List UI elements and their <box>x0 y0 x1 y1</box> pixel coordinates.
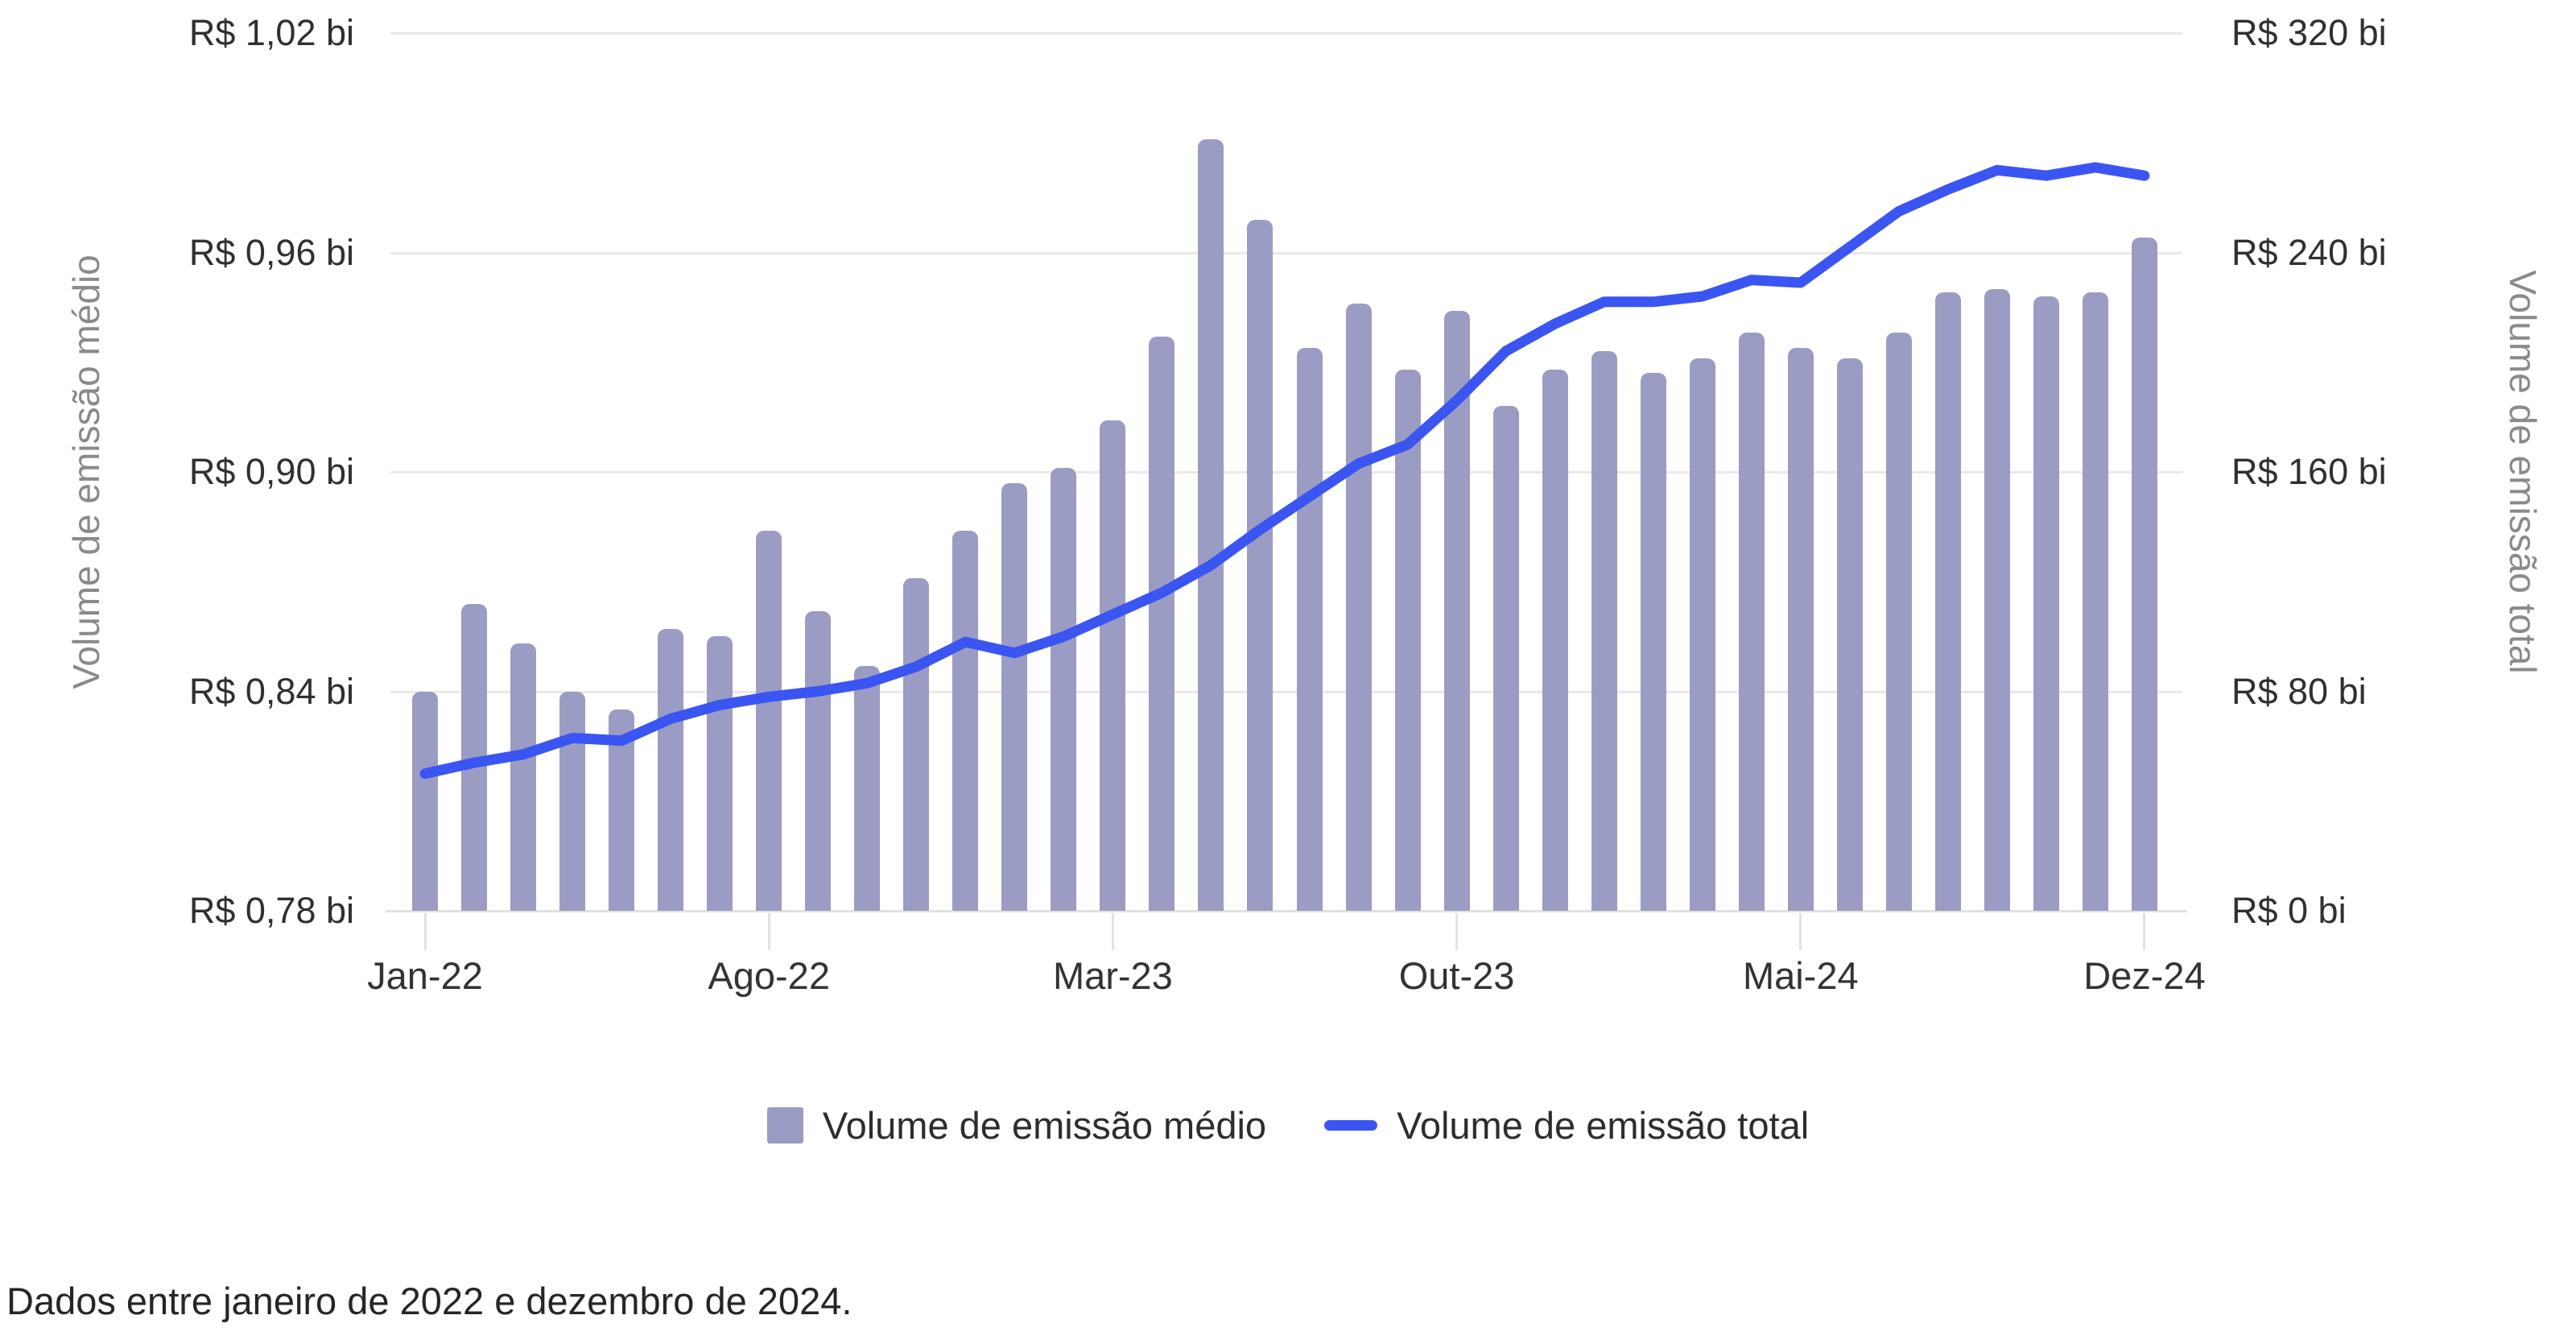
y-tick-label-left: R$ 1,02 bi <box>188 12 354 53</box>
legend: Volume de emissão médio Volume de emissã… <box>0 1103 2576 1148</box>
legend-label: Volume de emissão total <box>1397 1104 1810 1147</box>
gridline <box>390 471 2182 474</box>
bar-Ago-24 <box>1934 292 1961 911</box>
y-axis-title-left: Volume de emissão médio <box>65 254 107 689</box>
bar-Set-22 <box>805 610 832 911</box>
x-tick <box>767 913 770 950</box>
x-axis-line <box>386 910 2187 912</box>
bar-Jul-24 <box>1885 333 1912 911</box>
x-tick <box>1799 913 1802 950</box>
bar-Ago-22 <box>756 530 782 911</box>
trend-line <box>419 162 2150 780</box>
gridline <box>390 32 2182 35</box>
x-tick-label: Ago-22 <box>708 954 830 997</box>
gridline <box>390 251 2182 254</box>
bar-Dez-22 <box>952 530 979 911</box>
y-tick-label-left: R$ 0,84 bi <box>188 670 354 712</box>
bar-Nov-23 <box>1492 406 1519 911</box>
plot-area <box>386 32 2187 912</box>
bar-Out-22 <box>854 665 881 911</box>
x-tick <box>1111 913 1114 950</box>
legend-item-volume-total[interactable]: Volume de emissão total <box>1324 1103 1809 1148</box>
bar-Set-23 <box>1394 369 1421 911</box>
bar-Nov-24 <box>2082 292 2108 911</box>
bar-Out-24 <box>2033 296 2059 911</box>
x-tick <box>2143 913 2146 950</box>
legend-item-volume-medio[interactable]: Volume de emissão médio <box>766 1103 1267 1148</box>
bar-Mar-23 <box>1100 420 1126 911</box>
y-tick-label-left: R$ 0,96 bi <box>188 231 354 273</box>
y-tick-label-right: R$ 240 bi <box>2231 231 2387 273</box>
bar-Fev-23 <box>1051 468 1077 911</box>
x-tick-label: Mar-23 <box>1052 954 1173 997</box>
bar-Jul-22 <box>707 636 733 911</box>
bar-Jan-24 <box>1591 351 1617 911</box>
bar-Dez-23 <box>1542 369 1568 911</box>
bar-Jun-24 <box>1836 358 1863 911</box>
y-axis-title-right: Volume de emissão total <box>2502 270 2544 674</box>
line-series-swatch-icon <box>1324 1120 1378 1131</box>
bar-Jun-22 <box>658 629 684 911</box>
y-tick-label-right: R$ 0 bi <box>2231 890 2347 931</box>
bar-Ago-23 <box>1345 304 1372 911</box>
bar-Nov-22 <box>903 577 930 911</box>
bar-Jan-22 <box>412 691 438 911</box>
bar-Set-24 <box>1984 288 2010 911</box>
bar-Abr-23 <box>1149 336 1175 911</box>
bar-Abr-24 <box>1738 333 1765 911</box>
x-tick-label: Mai-24 <box>1742 954 1859 997</box>
x-tick-label: Out-23 <box>1398 954 1515 997</box>
bar-series-swatch-icon <box>766 1107 803 1144</box>
y-tick-label-left: R$ 0,78 bi <box>188 890 354 931</box>
bar-Jan-23 <box>1001 482 1028 911</box>
x-tick-label: Jan-22 <box>367 954 483 997</box>
bar-Mar-24 <box>1689 358 1715 911</box>
y-tick-label-right: R$ 160 bi <box>2231 451 2387 492</box>
trend-line-layer <box>419 162 2150 780</box>
bar-Mai-24 <box>1787 347 1814 911</box>
y-tick-label-left: R$ 0,90 bi <box>188 451 354 492</box>
x-tick <box>1455 913 1459 950</box>
bar-Dez-24 <box>2131 238 2157 911</box>
y-tick-label-right: R$ 80 bi <box>2231 670 2367 712</box>
bar-Jul-23 <box>1296 347 1323 911</box>
gridline <box>390 690 2182 693</box>
bar-Jun-23 <box>1247 219 1274 911</box>
bar-Abr-22 <box>559 691 586 911</box>
y-tick-label-right: R$ 320 bi <box>2231 12 2387 53</box>
bar-Fev-24 <box>1640 373 1666 911</box>
x-tick <box>423 913 427 950</box>
bar-Mar-22 <box>510 643 537 911</box>
legend-label: Volume de emissão médio <box>822 1104 1267 1147</box>
bar-Mai-23 <box>1198 139 1224 911</box>
x-tick-label: Dez-24 <box>2083 954 2206 997</box>
caption: Dados entre janeiro de 2022 e dezembro d… <box>6 1280 852 1322</box>
